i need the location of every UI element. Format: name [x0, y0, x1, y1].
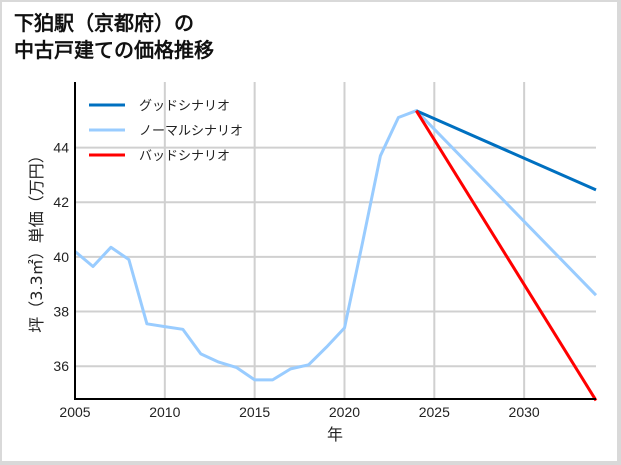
series-line: [415, 109, 597, 192]
series-line: [415, 109, 598, 402]
y-tick-label: 38: [53, 304, 69, 320]
grid-lines: [74, 82, 596, 399]
legend-label: ノーマルシナリオ: [139, 124, 243, 139]
title-line-2: 中古戸建ての価格推移: [14, 38, 214, 62]
y-tick-label: 42: [53, 194, 69, 210]
x-tick-label: 2015: [239, 404, 270, 420]
axes: [74, 82, 596, 400]
x-tick-label: 2020: [329, 404, 360, 420]
chart-frame: [2, 2, 617, 461]
x-tick-label: 2005: [59, 404, 90, 420]
y-tick-label: 44: [53, 140, 69, 156]
x-tick-label: 2010: [149, 404, 180, 420]
chart-title: 下狛駅（京都府）の 中古戸建ての価格推移: [14, 10, 214, 64]
title-line-1: 下狛駅（京都府）の: [14, 11, 194, 35]
legend-label: グッドシナリオ: [139, 99, 230, 114]
x-tick-label: 2025: [419, 404, 450, 420]
tick-labels: 2005 2010 2015 2020 2025 2030 36 38 40 42 44: [53, 140, 539, 420]
x-axis-label: 年: [327, 425, 343, 444]
x-tick-label: 2030: [509, 404, 540, 420]
series-line: [74, 109, 598, 382]
data-series: [74, 109, 598, 402]
y-axis-label: 坪（3.3㎡）単価（万円）: [27, 147, 46, 332]
y-tick-label: 36: [53, 358, 69, 374]
y-tick-label: 40: [53, 249, 69, 265]
legend-label: バッドシナリオ: [139, 149, 230, 164]
